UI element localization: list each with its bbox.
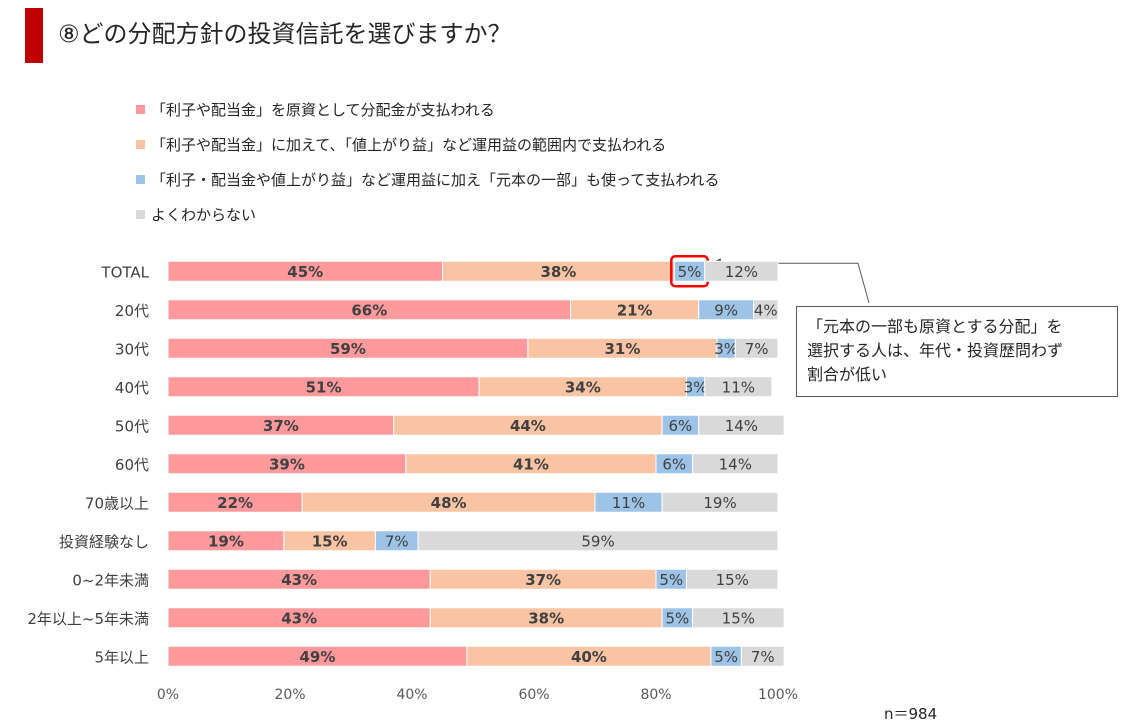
category-label-7: 70歳以上	[85, 494, 149, 512]
legend-label-4: よくわからない	[151, 206, 257, 224]
category-label-9: 0~2年未満	[72, 571, 149, 589]
data-label-r11-s4: 7%	[751, 648, 775, 666]
category-label-8: 投資経験なし	[59, 533, 149, 551]
data-label-r5-s4: 14%	[725, 417, 758, 435]
annotation-callout: 「元本の一部も原資とする分配」を 選択する人は、年代・投資歴問わず 割合が低い	[796, 306, 1118, 397]
legend-item-2: 「利子や配当金」に加えて、「値上がり益」など運用益の範囲内で支払われる	[136, 127, 720, 162]
bar-segment-r6-s4	[692, 453, 779, 475]
data-label-r7-s4: 19%	[703, 494, 736, 512]
data-label-r1-s3: 5%	[678, 263, 702, 281]
data-label-r7-s2: 48%	[431, 494, 467, 512]
data-label-r4-s2: 34%	[565, 378, 601, 396]
data-label-r1-s1: 45%	[287, 263, 323, 281]
data-label-r4-s1: 51%	[306, 378, 342, 396]
bar-segment-r4-s4	[704, 376, 773, 398]
legend-swatch-2	[136, 140, 145, 149]
category-label-11: 5年以上	[94, 648, 149, 666]
chart-legend: 「利子や配当金」を原資として分配金が支払われる「利子や配当金」に加えて、「値上が…	[136, 92, 720, 232]
category-label-1: TOTAL	[100, 263, 149, 281]
category-label-4: 40代	[115, 379, 149, 397]
bar-segment-r3-s4	[734, 337, 779, 359]
data-label-r11-s1: 49%	[299, 648, 335, 666]
legend-item-3: 「利子・配当金や値上がり益」など運用益に加え「元本の一部」も使って支払われる	[136, 162, 720, 197]
data-label-r8-s3: 7%	[385, 532, 409, 550]
x-tick-label-6: 100%	[758, 687, 798, 703]
data-label-r3-s3: 3%	[714, 340, 738, 358]
data-label-r11-s2: 40%	[571, 648, 607, 666]
x-tick-label-3: 40%	[396, 687, 427, 703]
annotation-line-3: 割合が低い	[807, 365, 888, 384]
data-label-r8-s2: 15%	[312, 532, 348, 550]
legend-label-3: 「利子・配当金や値上がり益」など運用益に加え「元本の一部」も使って支払われる	[151, 171, 720, 189]
category-label-10: 2年以上~5年未満	[27, 610, 149, 628]
data-label-r5-s1: 37%	[263, 417, 299, 435]
data-label-r9-s3: 5%	[659, 571, 683, 589]
data-label-r9-s4: 15%	[716, 571, 749, 589]
data-label-r6-s2: 41%	[513, 455, 549, 473]
data-label-r2-s2: 21%	[617, 301, 653, 319]
data-label-r10-s1: 43%	[281, 609, 317, 627]
data-label-r7-s1: 22%	[217, 494, 253, 512]
legend-swatch-3	[136, 175, 145, 184]
data-label-r10-s2: 38%	[528, 609, 564, 627]
legend-swatch-1	[136, 105, 145, 114]
bar-segment-r8-s4	[417, 530, 779, 552]
data-label-r2-s4: 4%	[754, 301, 778, 319]
data-label-r3-s4: 7%	[745, 340, 769, 358]
bar-segment-r11-s4	[740, 645, 785, 667]
x-tick-label-5: 80%	[640, 687, 671, 703]
bar-segment-r9-s4	[686, 568, 779, 590]
data-label-r7-s3: 11%	[612, 494, 645, 512]
data-label-r4-s4: 11%	[722, 378, 755, 396]
data-label-r8-s1: 19%	[208, 532, 244, 550]
data-label-r1-s4: 12%	[725, 263, 758, 281]
data-label-r10-s3: 5%	[665, 609, 689, 627]
data-label-r6-s4: 14%	[719, 455, 752, 473]
data-label-r9-s2: 37%	[525, 571, 561, 589]
category-label-3: 30代	[115, 340, 149, 358]
data-label-r2-s1: 66%	[351, 301, 387, 319]
data-label-r10-s4: 15%	[722, 609, 755, 627]
data-label-r6-s3: 6%	[662, 455, 686, 473]
bar-segment-r2-s4	[753, 299, 779, 321]
page-title: ⑧どの分配方針の投資信託を選びますか？	[58, 20, 512, 48]
legend-label-2: 「利子や配当金」に加えて、「値上がり益」など運用益の範囲内で支払われる	[151, 136, 667, 154]
sample-size: n＝984	[884, 705, 938, 723]
legend-item-1: 「利子や配当金」を原資として分配金が支払われる	[136, 92, 720, 127]
bar-segment-r5-s4	[698, 414, 785, 436]
x-tick-label-1: 0%	[157, 687, 179, 703]
legend-item-4: よくわからない	[136, 197, 720, 232]
category-label-5: 50代	[115, 417, 149, 435]
data-label-r8-s4: 59%	[581, 532, 614, 550]
bar-segment-r7-s4	[661, 491, 779, 513]
annotation-line-2: 選択する人は、年代・投資歴問わず	[807, 341, 1064, 360]
category-label-6: 60代	[115, 456, 149, 474]
x-tick-label-2: 20%	[274, 687, 305, 703]
data-label-r1-s2: 38%	[540, 263, 576, 281]
annotation-line-1: 「元本の一部も原資とする分配」を	[807, 317, 1063, 336]
data-label-r11-s3: 5%	[714, 648, 738, 666]
data-label-r3-s2: 31%	[604, 340, 640, 358]
data-label-r3-s1: 59%	[330, 340, 366, 358]
data-label-r5-s2: 44%	[510, 417, 546, 435]
x-tick-label-4: 60%	[518, 687, 549, 703]
data-label-r6-s1: 39%	[269, 455, 305, 473]
data-label-r9-s1: 43%	[281, 571, 317, 589]
legend-swatch-4	[136, 210, 145, 219]
legend-label-1: 「利子や配当金」を原資として分配金が支払われる	[151, 101, 495, 119]
data-label-r4-s3: 3%	[684, 378, 708, 396]
data-label-r2-s3: 9%	[714, 301, 738, 319]
category-label-2: 20代	[115, 302, 149, 320]
title-accent-bar	[25, 8, 43, 63]
data-label-r5-s3: 6%	[669, 417, 693, 435]
bar-segment-r10-s4	[692, 607, 785, 629]
bar-segment-r1-s4	[704, 260, 779, 282]
